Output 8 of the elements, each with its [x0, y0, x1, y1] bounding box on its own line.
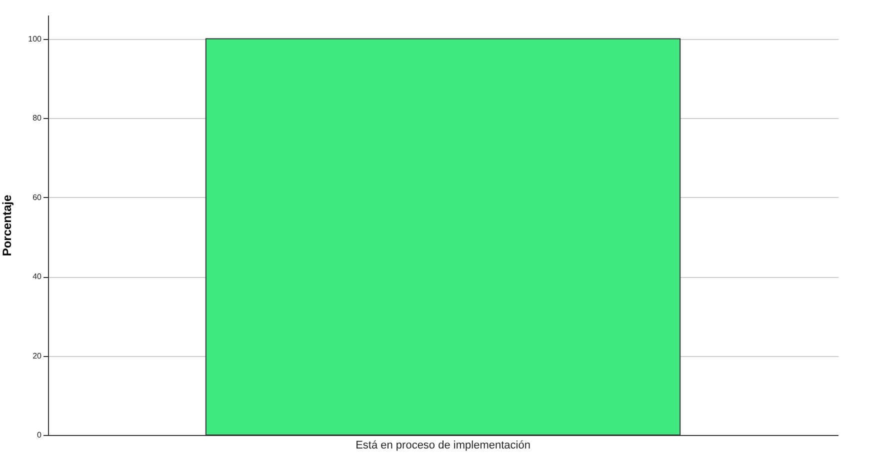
y-tick-label: 100	[28, 34, 42, 44]
y-tick-label: 0	[37, 430, 42, 440]
y-tick-label: 20	[32, 351, 42, 360]
y-tick-label: 80	[32, 114, 42, 123]
y-tick-label: 60	[32, 192, 42, 202]
x-tick-label: Está en proceso de implementación	[356, 440, 530, 452]
y-tick-label: 40	[32, 272, 42, 282]
y-axis-title: Porcentaje	[0, 194, 14, 256]
